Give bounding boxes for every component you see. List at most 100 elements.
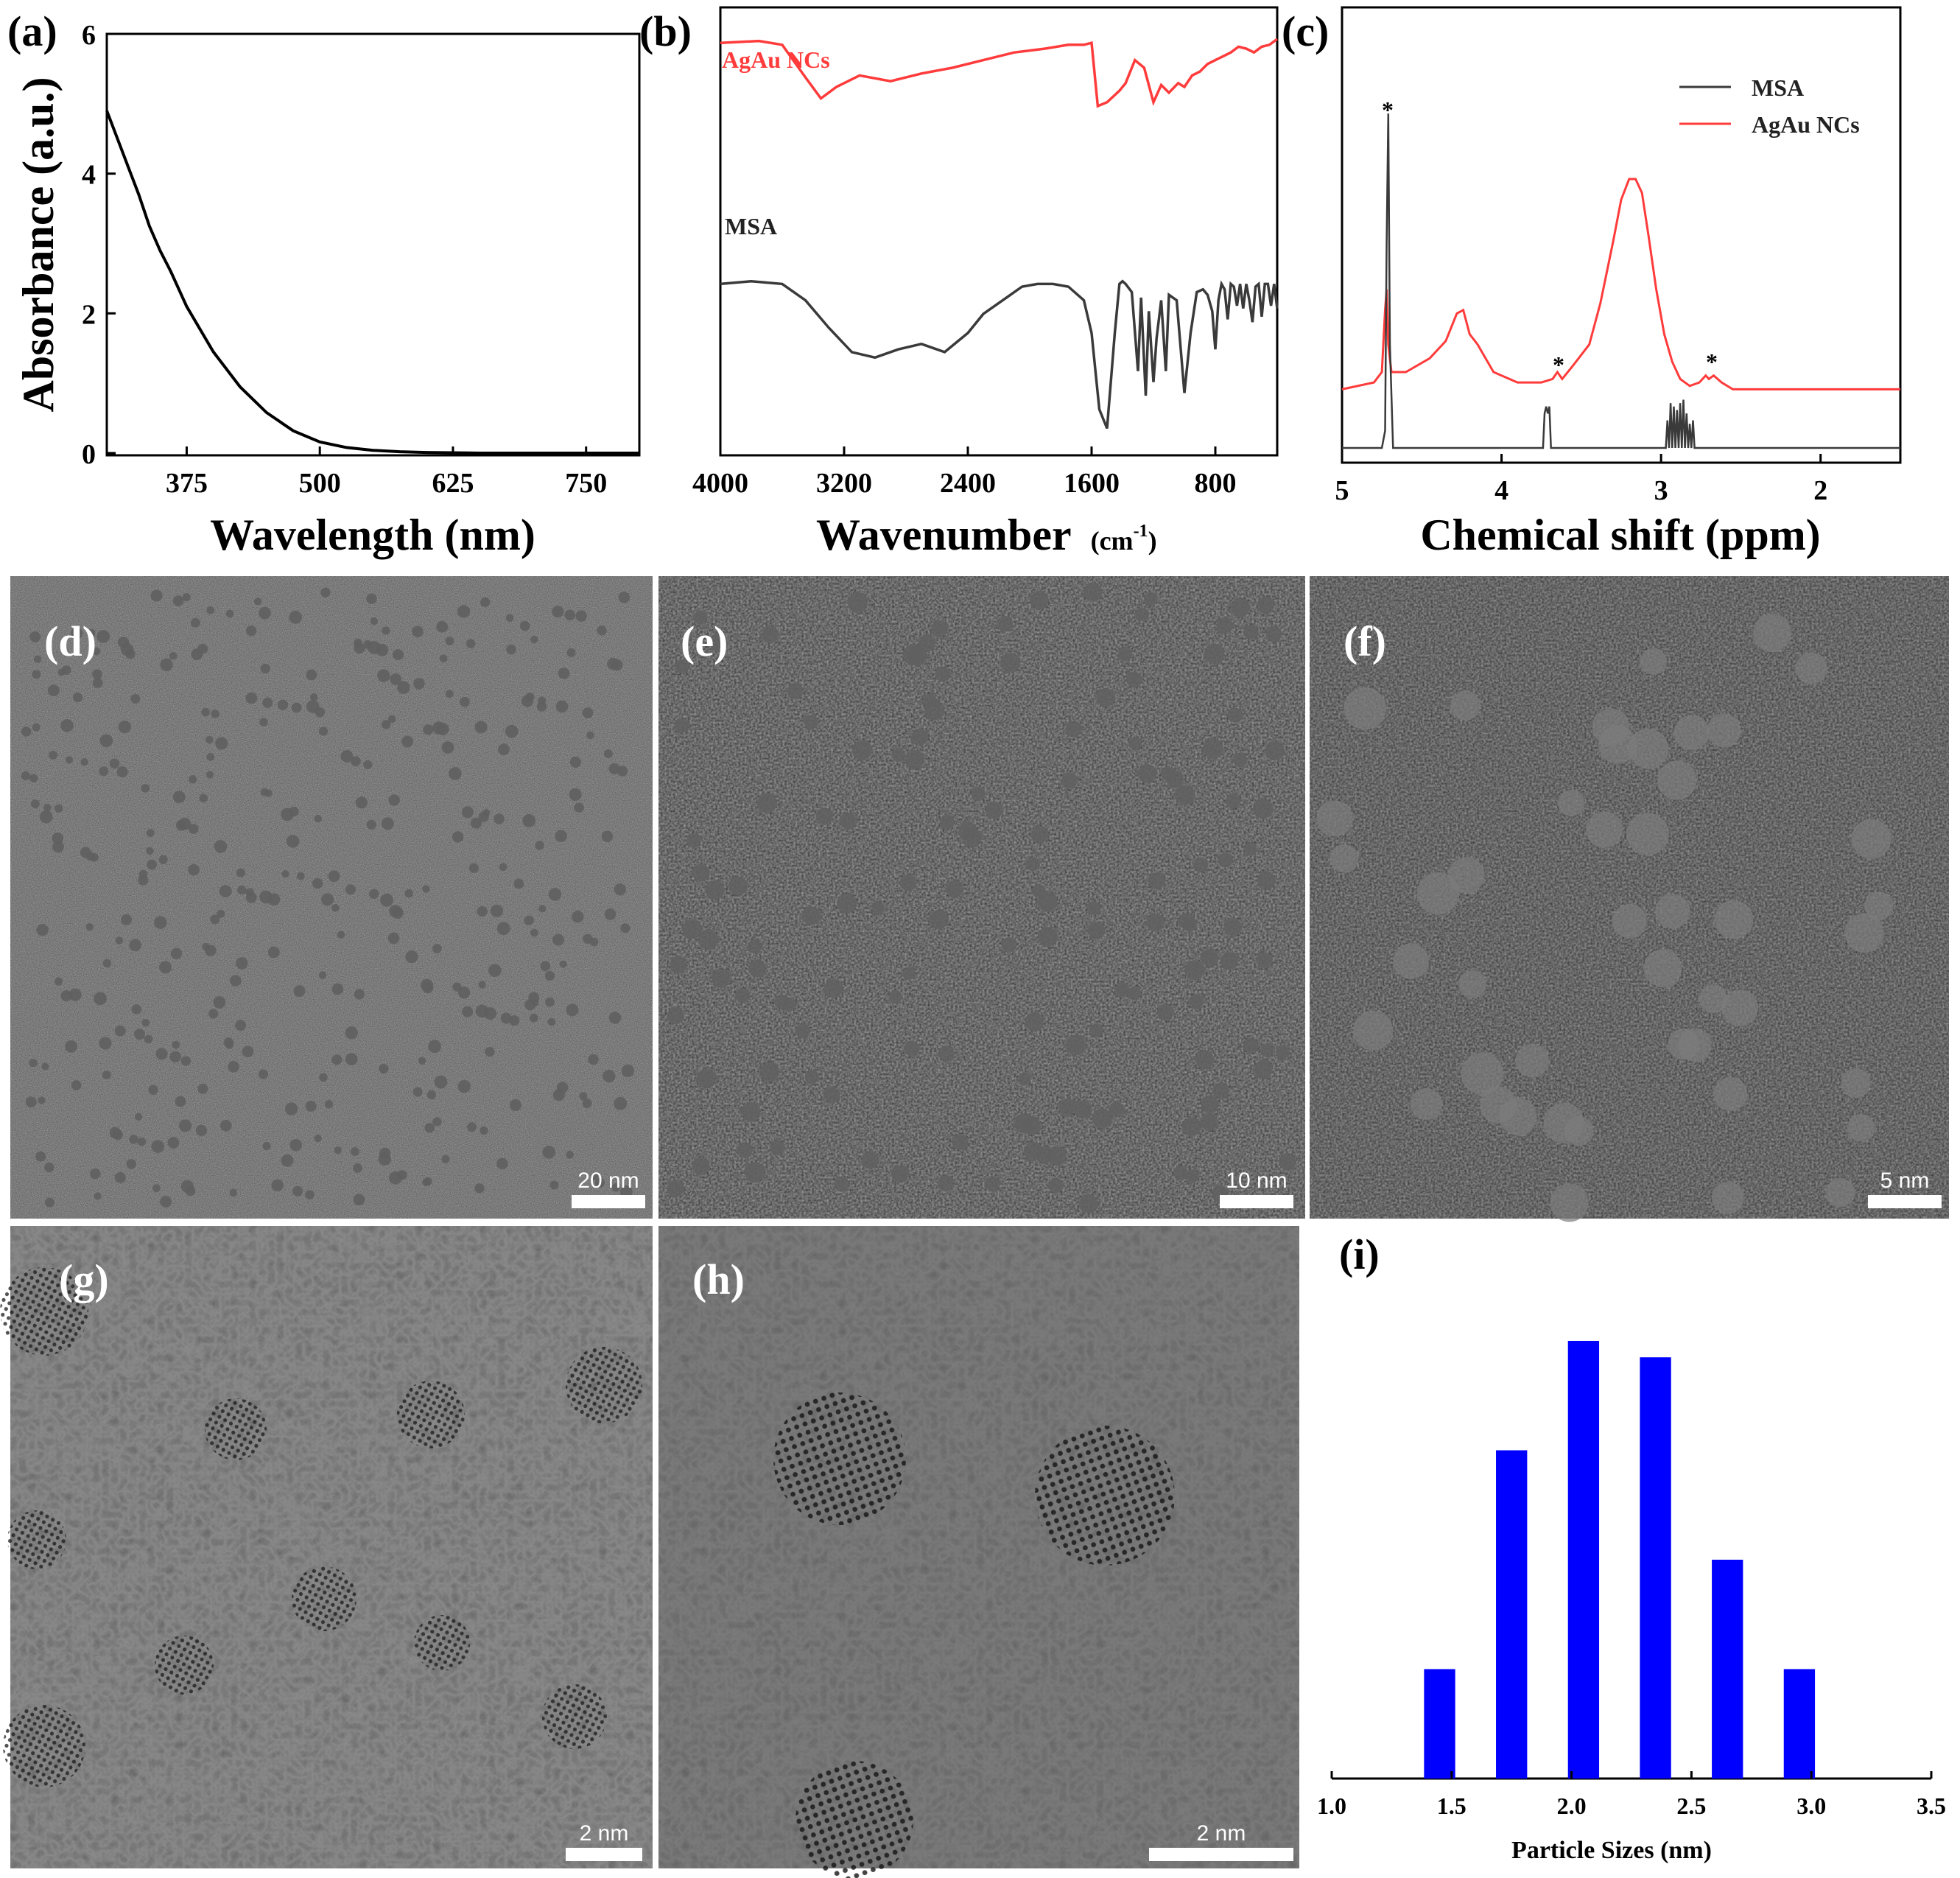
x-c-tick-label: 3 [1654,475,1668,506]
nanoparticle [891,1164,910,1183]
nanoparticle [418,1057,426,1065]
nanoparticle [366,593,377,605]
panel-b: 4000 3200 2400 1600 800 AgAu NCs MSA Wavenum… [639,6,1279,559]
nanoparticle [619,1185,633,1199]
nanoparticle [603,1069,616,1083]
nanoparticle [353,1163,363,1173]
nanoparticle [159,961,172,974]
tem-noise-h [658,1226,1299,1868]
nanoparticle [938,1045,955,1062]
nanoparticle [412,1087,423,1097]
nanoparticle [1278,1153,1296,1171]
nanoparticle [1083,582,1103,602]
nanoparticle [620,923,630,933]
nanoparticle [413,678,425,690]
nanoparticle [71,1080,82,1090]
nanoparticle [1592,708,1630,746]
nanoparticle [847,592,868,613]
nanoparticle [566,1347,642,1423]
nanoparticle [141,1018,150,1027]
nanoparticle [115,936,124,945]
nanoparticle [871,900,885,914]
plot-frame-b [719,6,1279,457]
nanoparticles-f [1316,614,1894,1222]
legend-c: MSA AgAu NCs [1679,74,1860,138]
nanoparticle [621,1064,635,1078]
nanoparticle [1000,652,1021,673]
nanoparticle [441,1155,450,1163]
nanoparticle [474,721,488,734]
nanoparticle [41,1062,49,1071]
nanoparticle [421,978,434,992]
nanoparticle [354,989,365,1000]
nanoparticle [44,1197,55,1208]
nanoparticle [314,1134,322,1143]
series-label-msa: MSA [725,213,777,239]
nanoparticle [87,628,96,637]
nanoparticle [172,595,184,606]
nanoparticle [118,720,131,734]
bar [1712,1559,1743,1779]
nanoparticle [188,863,200,876]
nanoparticle [38,1096,46,1104]
nanoparticle [331,903,340,912]
nanoparticle [3,1705,85,1787]
nanoparticle [267,946,280,959]
x-axis-title-a: Wavelength (nm) [210,511,535,559]
nanoparticle [205,945,217,956]
nanoparticle [1125,671,1142,688]
nanoparticle [1089,1023,1103,1037]
nanoparticle [259,718,268,726]
nanoparticles-h [773,1392,1175,1878]
nanoparticle [170,947,183,960]
nanoparticle [535,841,544,850]
nanoparticle [787,682,804,700]
nanoparticle [345,884,356,895]
y-ticks-a: 0 2 4 6 [82,20,116,470]
nanoparticle [318,726,329,736]
nanoparticle [1416,872,1460,915]
nanoparticle [54,804,63,813]
nanoparticle [861,1151,879,1169]
nanoparticle [354,638,362,648]
nanoparticle [815,807,834,825]
nanoparticle [905,749,925,770]
nanoparticle [219,885,232,898]
nanoparticle [918,634,936,652]
nanoparticle [607,657,619,670]
nanoparticle [1096,688,1115,707]
nanoparticle [147,859,157,870]
nanoparticle [389,905,402,918]
x-b-tick-label: 4000 [692,468,748,499]
nanoparticle [475,1004,489,1018]
msa-nmr-line [1342,113,1900,449]
nanoparticle [1047,1146,1067,1166]
nanoparticle [305,1190,315,1200]
x-i-tick-label: 1.0 [1317,1793,1346,1819]
nanoparticle [509,1099,521,1111]
nanoparticle [286,835,300,848]
nanoparticle [39,810,53,824]
nanoparticle [1714,900,1754,939]
nanoparticle [306,669,317,681]
nanoparticle [804,715,819,730]
nanoparticle [1628,728,1669,769]
nanoparticle [985,802,1003,819]
nanoparticle [412,626,424,637]
nanoparticle [804,1070,819,1085]
nanoparticle [1265,626,1282,642]
nanoparticle [80,757,89,766]
nanoparticle [525,692,535,702]
nanoparticle [215,737,228,750]
nanoparticle [1031,883,1046,898]
agau-ftir-line [720,38,1279,108]
nanoparticle [712,969,731,988]
panel-label-c: (c) [1282,7,1329,55]
nanoparticle [30,799,40,809]
tem-noise-g [10,1226,653,1868]
nanoparticle [185,1185,196,1196]
nanoparticle [69,988,82,1001]
nanoparticle [1037,926,1058,947]
nanoparticle [545,997,555,1007]
nanoparticle [674,718,690,734]
